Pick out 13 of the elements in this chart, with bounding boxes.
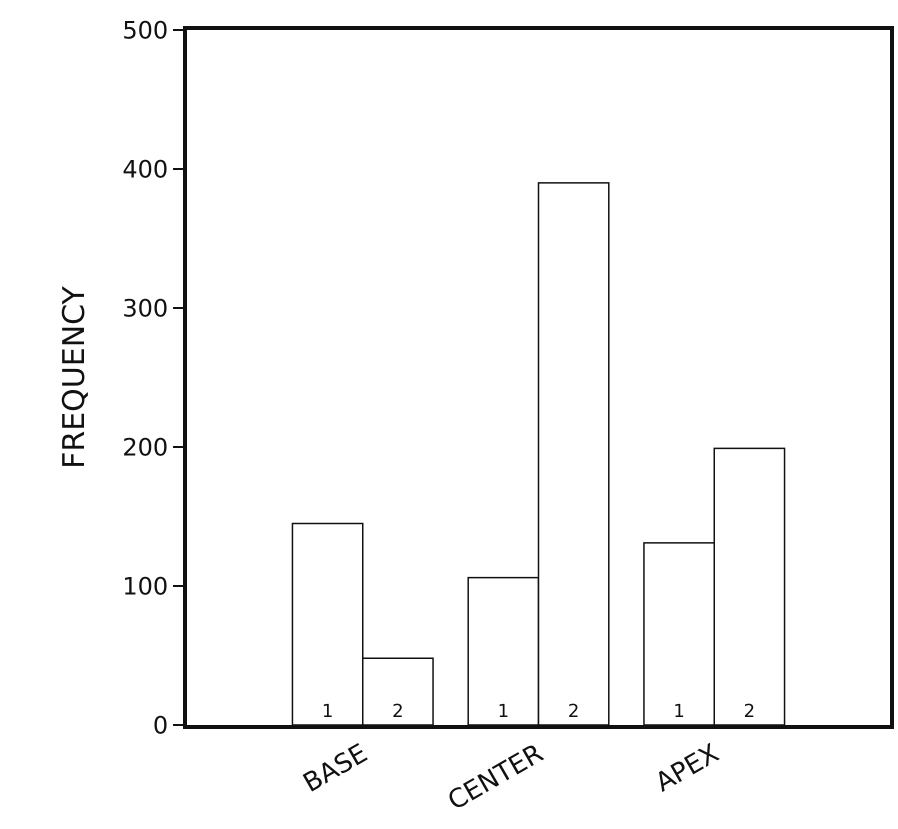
y-tick-label: 200 — [122, 433, 168, 462]
y-tick-label: 100 — [122, 572, 168, 600]
text: 1 — [498, 701, 510, 722]
y-tick-label: 400 — [122, 155, 168, 184]
y-axis-title: FREQUENCY — [56, 285, 92, 469]
text: 1 — [673, 701, 685, 722]
y-tick-label: 500 — [122, 16, 168, 44]
series-label: 1 — [322, 701, 334, 722]
y-tick-label: 300 — [122, 294, 168, 322]
text: 2 — [744, 701, 756, 722]
y-tick-label: 0 — [152, 711, 168, 740]
text: 2 — [568, 701, 580, 722]
series-label: 2 — [392, 701, 404, 722]
